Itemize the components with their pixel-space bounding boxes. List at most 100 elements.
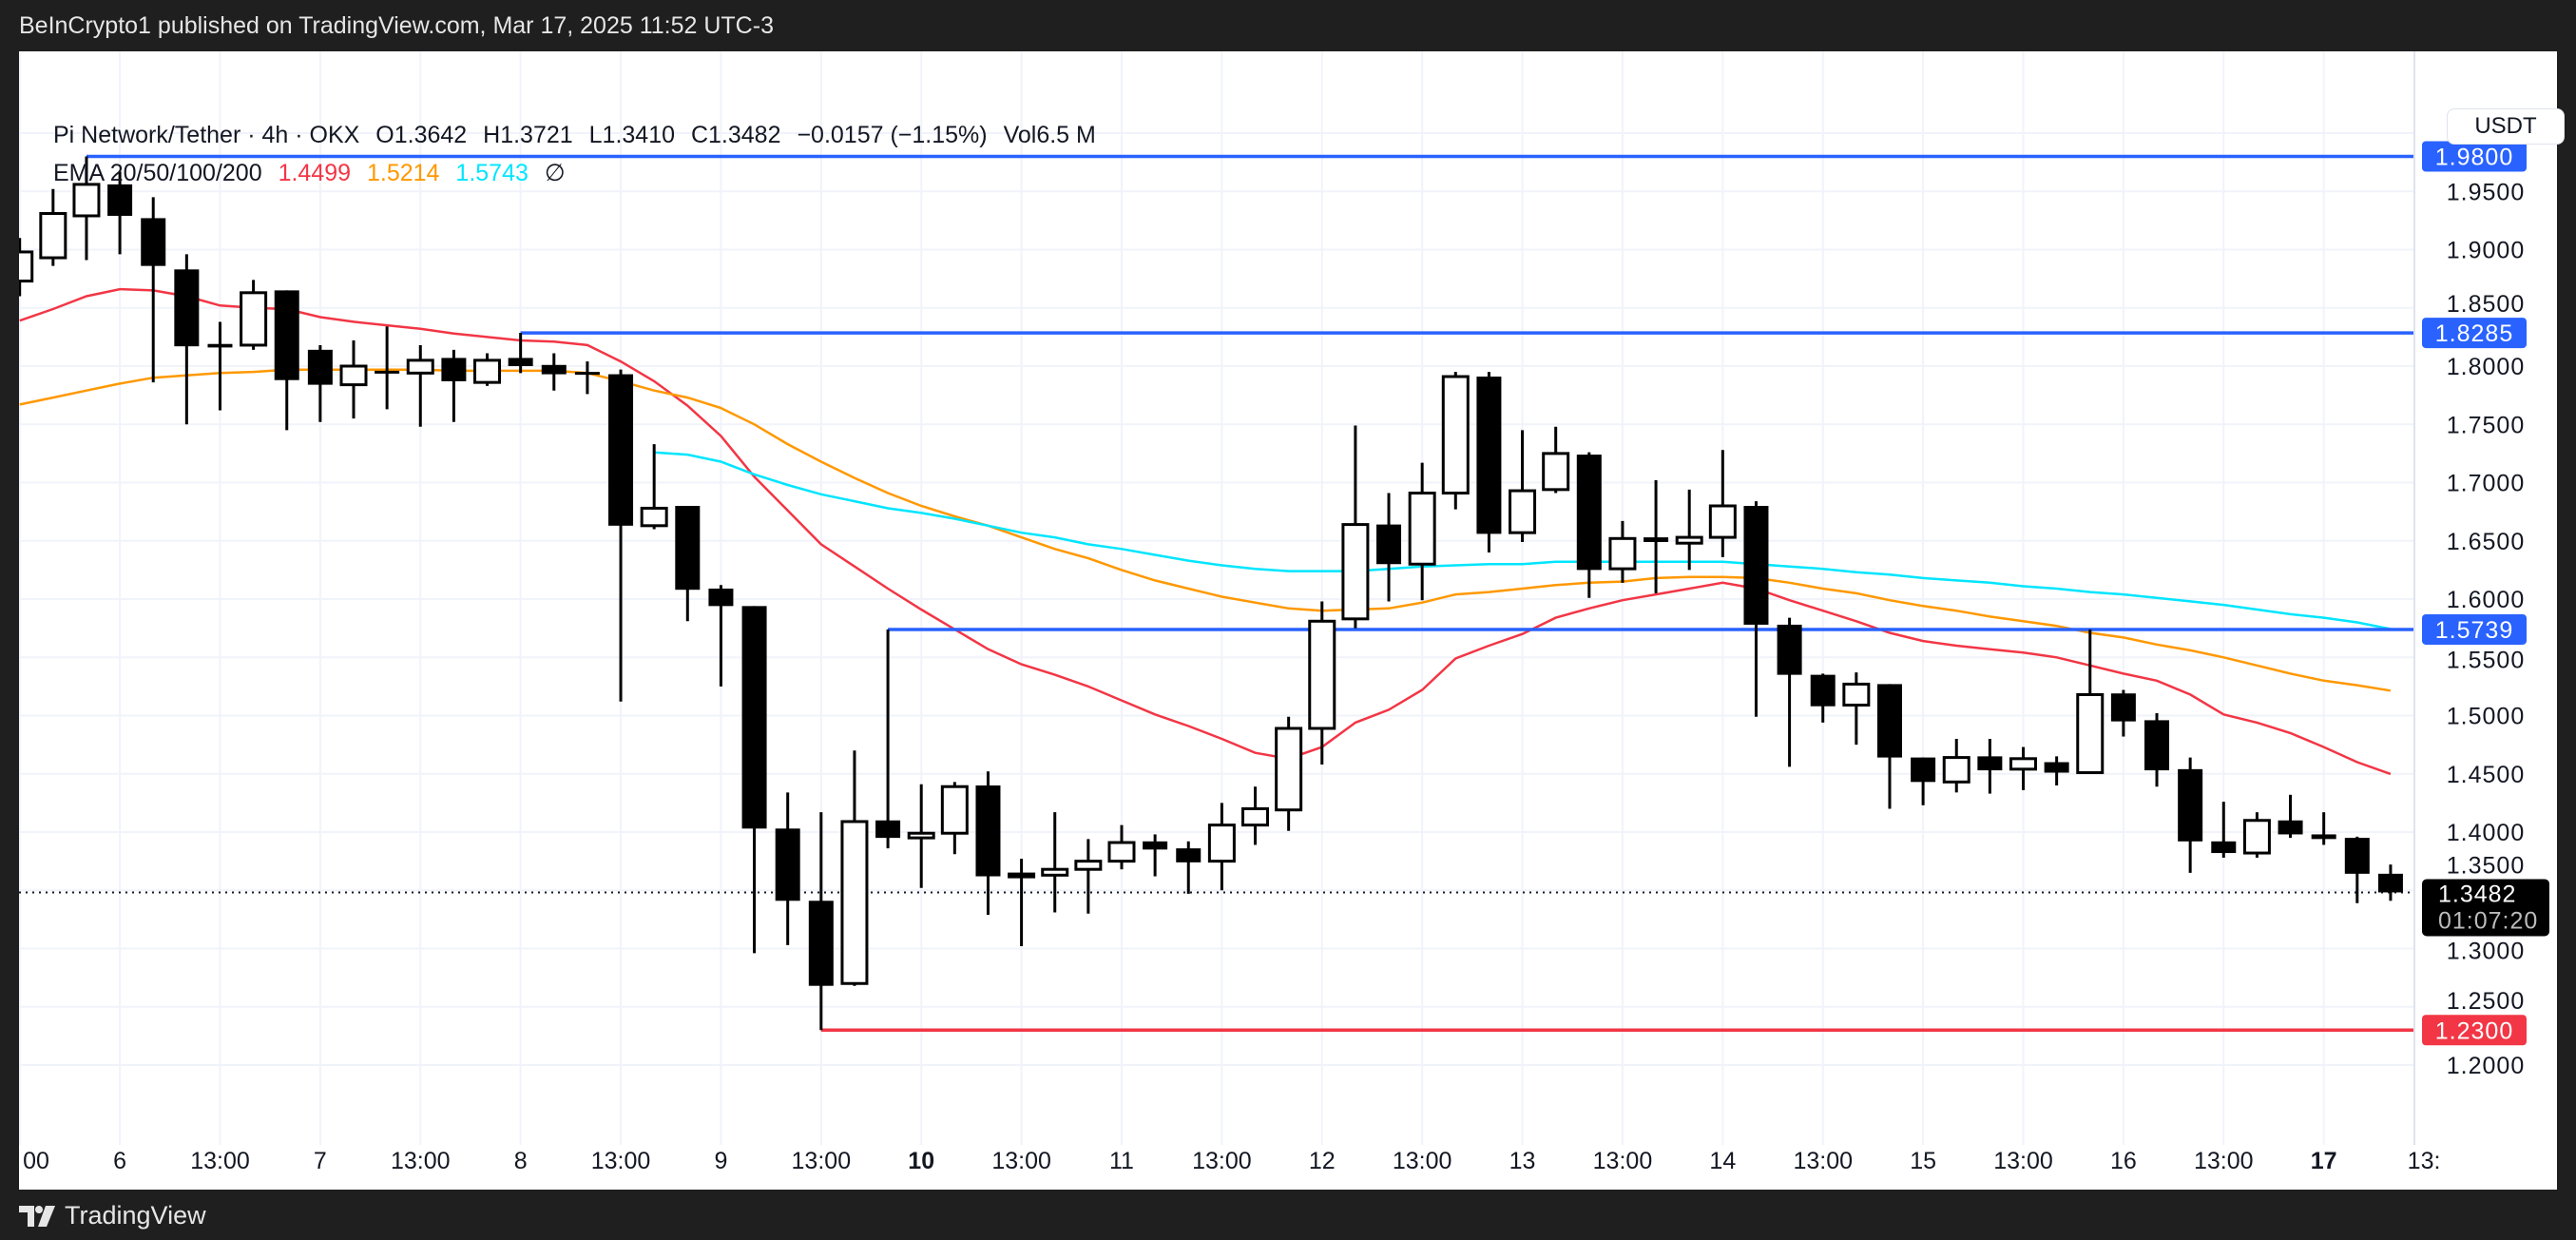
- candle: [1876, 684, 1902, 809]
- candle-body: [2311, 834, 2336, 840]
- x-tick-label: 13: [1509, 1148, 1536, 1174]
- footer-bar: TradingView: [0, 1190, 2576, 1240]
- candlestick-chart[interactable]: 00 6 13:00 7 13:00 8 13:00 9 13:00 10 13:00 11 13:00…: [19, 51, 2557, 1190]
- candle: [940, 782, 969, 855]
- candle-body: [708, 588, 734, 607]
- candle-body: [1777, 624, 1802, 675]
- candle-body: [2178, 768, 2203, 842]
- candle-body: [2144, 720, 2170, 771]
- y-tick-label: 1.7000: [2447, 471, 2525, 497]
- level-price-label: 1.5739: [2435, 617, 2513, 644]
- candle-body: [940, 785, 969, 835]
- candle: [1675, 489, 1703, 571]
- candle-body: [975, 785, 1001, 877]
- candle-body: [2242, 819, 2271, 855]
- candle: [1308, 601, 1336, 765]
- candle: [240, 280, 268, 350]
- candle-body: [1041, 867, 1069, 877]
- candle-body: [840, 820, 869, 985]
- candle-body: [1977, 756, 2003, 771]
- candle: [840, 750, 869, 986]
- candle-body: [107, 184, 133, 216]
- candle: [1509, 430, 1537, 542]
- candle-body: [441, 358, 467, 381]
- volume-value: Vol6.5 M: [1003, 122, 1096, 148]
- candle: [307, 344, 333, 422]
- tradingview-logo[interactable]: TradingView: [19, 1201, 206, 1230]
- candle-body: [640, 506, 668, 528]
- candle: [741, 606, 767, 954]
- x-tick-label: 13:00: [391, 1148, 451, 1174]
- candle-body: [39, 212, 67, 260]
- chart-panel[interactable]: 00 6 13:00 7 13:00 8 13:00 9 13:00 10 13:00 11 13:00…: [19, 51, 2565, 1190]
- candle: [2278, 794, 2303, 839]
- candle: [2311, 812, 2336, 845]
- candle-body: [1308, 619, 1336, 730]
- x-tick-label: 00: [23, 1148, 49, 1174]
- candle: [1777, 617, 1802, 767]
- candle: [1041, 812, 1069, 913]
- candle: [1207, 803, 1236, 891]
- candle-body: [1241, 807, 1270, 827]
- y-tick-label: 1.2000: [2447, 1053, 2525, 1079]
- level-price-label: 1.9800: [2435, 145, 2513, 171]
- low-value: L1.3410: [588, 122, 676, 148]
- candle: [339, 340, 368, 419]
- y-tick-label: 1.3000: [2447, 939, 2525, 965]
- candle-body: [675, 506, 701, 591]
- candle-body: [1644, 537, 1669, 542]
- y-tick-label: 1.6500: [2447, 529, 2525, 555]
- candle-body: [174, 269, 200, 347]
- candle-body: [2211, 841, 2237, 854]
- candle: [2178, 757, 2203, 873]
- x-tick-label: 13:00: [1192, 1148, 1252, 1174]
- candle: [1942, 739, 1970, 793]
- candle-body: [875, 820, 901, 839]
- candle-body: [608, 374, 634, 526]
- candle: [1608, 520, 1637, 583]
- level-price-label: 1.2300: [2435, 1017, 2513, 1044]
- candle: [508, 333, 533, 374]
- candle-body: [2344, 838, 2370, 874]
- ema-line-ema20: [19, 287, 2392, 776]
- candle-body: [2377, 873, 2403, 893]
- high-value: H1.3721: [483, 122, 573, 148]
- candle: [1143, 834, 1168, 877]
- candle-body: [1341, 523, 1370, 621]
- candle: [675, 506, 701, 622]
- candle: [875, 629, 901, 849]
- candle-body: [1376, 524, 1402, 565]
- candle-body: [375, 370, 400, 374]
- y-tick-label: 1.6000: [2447, 587, 2525, 613]
- candle-body: [1509, 489, 1537, 534]
- x-tick-label: 10: [908, 1148, 934, 1174]
- x-tick-label: 13:00: [591, 1148, 651, 1174]
- candle-body: [1911, 757, 1936, 783]
- y-tick-label: 1.7500: [2447, 412, 2525, 438]
- currency-button[interactable]: USDT: [2447, 108, 2565, 145]
- candle-body: [1608, 536, 1637, 571]
- candle: [2377, 864, 2403, 901]
- candle-body: [1207, 823, 1236, 863]
- candle-body: [1074, 860, 1103, 871]
- candle: [1241, 786, 1270, 845]
- x-tick-label: 12: [1309, 1148, 1336, 1174]
- ema100-value: 1.5743: [455, 160, 529, 186]
- candle-body: [1708, 504, 1737, 539]
- brand-name: TradingView: [65, 1201, 206, 1230]
- candle: [2076, 629, 2105, 775]
- y-tick-label: 1.4500: [2447, 762, 2525, 788]
- candle: [640, 444, 668, 530]
- last-price-label: 1.3482: [2438, 881, 2516, 907]
- candle: [1644, 480, 1669, 593]
- x-tick-label: 13:00: [792, 1148, 852, 1174]
- candle: [274, 290, 299, 431]
- level-price-badge: [2422, 318, 2527, 349]
- chart-legend: Pi Network/Tether · 4h · OKX O1.3642 H1.…: [53, 116, 1105, 192]
- candle-body: [240, 291, 268, 347]
- ema-label[interactable]: EMA 20/50/100/200: [53, 160, 262, 186]
- bar-countdown-label: 01:07:20: [2438, 907, 2538, 934]
- symbol-title[interactable]: Pi Network/Tether · 4h · OKX: [53, 122, 360, 148]
- candle-body: [1942, 756, 1970, 784]
- candle: [473, 353, 502, 386]
